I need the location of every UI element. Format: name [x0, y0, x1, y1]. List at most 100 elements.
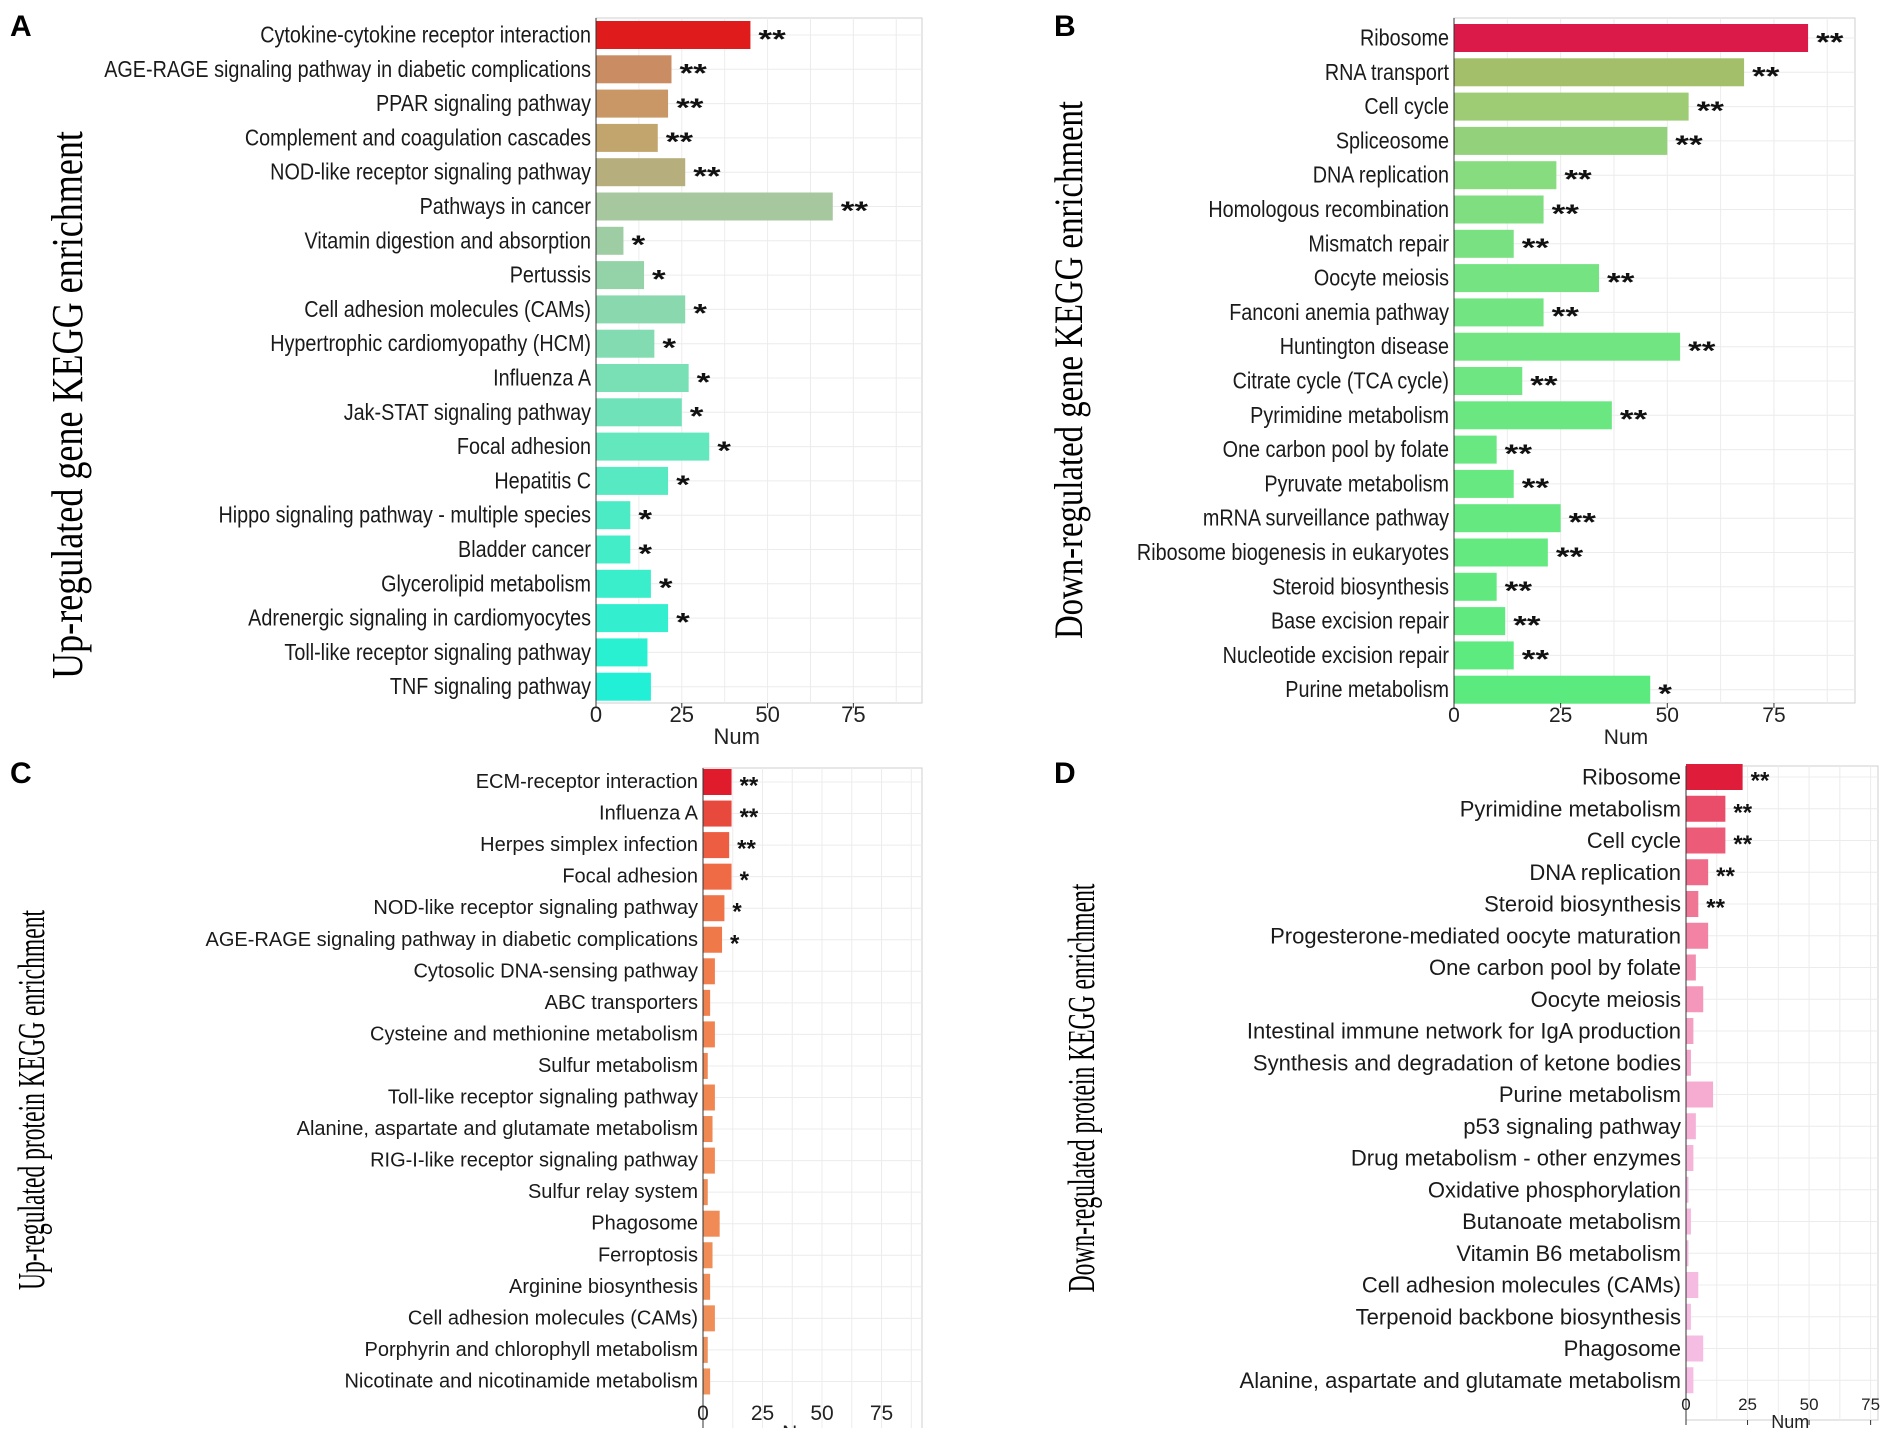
bar-intestinal-immune-network-for-iga-production	[1686, 1018, 1694, 1044]
significance-stars: **	[1556, 542, 1583, 571]
category-label: Steroid biosynthesis	[1272, 574, 1449, 600]
category-label: Phagosome	[1564, 1336, 1681, 1361]
category-label: Purine metabolism	[1499, 1082, 1681, 1107]
panel-c: ECM-receptor interaction **Influenza A **H…	[10, 757, 923, 1433]
category-label: Cell adhesion molecules (CAMs)	[1362, 1273, 1681, 1298]
bar-jak-stat-signaling-pathway	[596, 398, 682, 427]
category-label: RNA transport	[1325, 59, 1449, 85]
bar-cell-adhesion-molecules-cams	[596, 295, 686, 324]
bar-dna-replication	[1686, 859, 1709, 886]
bar-nicotinate-and-nicotinamide-metabolism	[703, 1368, 711, 1395]
significance-stars: **	[1620, 405, 1647, 434]
significance-stars: **	[1522, 233, 1549, 262]
bar-ribosome	[1686, 764, 1743, 790]
x-tick-label: 0	[697, 1402, 709, 1425]
bar-tnf-signaling-pathway	[596, 672, 651, 701]
bar-age-rage-signaling-pathway-in-diabetic-complications	[596, 55, 672, 84]
category-label: Nucleotide excision repair	[1223, 643, 1449, 669]
category-label: Alanine, aspartate and glutamate metabol…	[297, 1118, 698, 1140]
significance-stars: *	[638, 504, 652, 533]
y-axis-title: Up-regulated gene KEGG enrichment	[43, 131, 92, 679]
category-label: Focal adhesion	[562, 866, 698, 888]
significance-stars: **	[693, 161, 720, 190]
x-tick-label: 0	[1448, 704, 1460, 727]
category-label: Sulfur metabolism	[538, 1055, 698, 1077]
bar-influenza-a	[703, 800, 732, 827]
bar-influenza-a	[596, 364, 689, 392]
category-label: Terpenoid backbone biosynthesis	[1356, 1304, 1681, 1329]
panel-d: Ribosome ** Pyrimidine metabolism ** Cell cy…	[1054, 757, 1880, 1432]
category-label: Adrenergic signaling in cardiomyocytes	[248, 605, 591, 631]
category-label: Fanconi anemia pathway	[1229, 300, 1449, 326]
category-label: Cell adhesion molecules (CAMs)	[304, 297, 591, 323]
significance-stars: *	[697, 367, 711, 396]
x-tick-label: 25	[1738, 1395, 1757, 1414]
bar-age-rage-signaling-pathway-in-diabetic-complications	[703, 926, 723, 953]
significance-stars: **	[1675, 130, 1702, 159]
y-axis-title: Down-regulated protein KEGG enrichment	[1060, 883, 1102, 1292]
category-label: One carbon pool by folate	[1429, 955, 1681, 980]
panel-a: Cytokine-cytokine receptor interaction **…	[10, 10, 923, 749]
bar-toll-like-receptor-signaling-pathway	[703, 1084, 715, 1111]
bar-steroid-biosynthesis	[1454, 572, 1497, 601]
significance-stars: *	[1658, 679, 1672, 708]
category-label: Jak-STAT signaling pathway	[344, 399, 591, 425]
category-label: Ribosome biogenesis in eukaryotes	[1137, 540, 1449, 566]
category-label: Pertussis	[510, 262, 591, 288]
category-label: Toll-like receptor signaling pathway	[388, 1087, 698, 1109]
x-axis-title: Num	[1604, 726, 1648, 749]
significance-stars: *	[690, 402, 704, 431]
x-tick-label: 50	[755, 702, 779, 727]
category-label: Herpes simplex infection	[480, 834, 698, 856]
x-axis-title: Num	[1771, 1412, 1809, 1428]
bar-abc-transporters	[703, 989, 711, 1016]
bar-terpenoid-backbone-biosynthesis	[1686, 1303, 1691, 1330]
bar-dna-replication	[1454, 161, 1557, 190]
bar-spliceosome	[1454, 126, 1668, 155]
bar-rig-i-like-receptor-signaling-pathway	[703, 1147, 715, 1174]
bar-pyrimidine-metabolism	[1454, 401, 1612, 430]
category-label: One carbon pool by folate	[1223, 437, 1449, 463]
bar-mrna-surveillance-pathway	[1454, 504, 1561, 533]
category-label: Oocyte meiosis	[1531, 987, 1681, 1012]
significance-stars: **	[679, 59, 706, 88]
significance-stars: *	[740, 867, 750, 894]
panel-letter: B	[1054, 10, 1076, 43]
bar-cytosolic-dna-sensing-pathway	[703, 958, 715, 985]
category-label: PPAR signaling pathway	[376, 91, 591, 117]
bar-bladder-cancer	[596, 535, 631, 564]
bar-focal-adhesion	[703, 863, 732, 890]
category-label: Cytosolic DNA-sensing pathway	[413, 960, 698, 982]
significance-stars: **	[1564, 164, 1591, 193]
category-label: Ferroptosis	[598, 1244, 698, 1266]
category-label: Influenza A	[599, 803, 699, 825]
category-label: Cell adhesion molecules (CAMs)	[408, 1307, 698, 1329]
category-label: Base excision repair	[1271, 608, 1449, 634]
category-label: Toll-like receptor signaling pathway	[284, 640, 591, 666]
category-label: Vitamin digestion and absorption	[305, 228, 591, 254]
panel-letter: D	[1054, 757, 1076, 790]
category-label: ECM-receptor interaction	[476, 771, 698, 793]
significance-stars: **	[737, 836, 756, 863]
category-label: Mismatch repair	[1308, 231, 1449, 257]
category-label: Spliceosome	[1336, 128, 1449, 154]
category-label: Bladder cancer	[458, 537, 591, 563]
significance-stars: *	[676, 470, 690, 499]
category-label: Phagosome	[591, 1213, 698, 1235]
category-label: Pathways in cancer	[420, 194, 591, 220]
category-label: Ribosome	[1360, 25, 1449, 51]
bar-herpes-simplex-infection	[703, 832, 730, 859]
category-label: Cysteine and methionine metabolism	[370, 1023, 698, 1045]
category-label: AGE-RAGE signaling pathway in diabetic c…	[104, 56, 591, 82]
significance-stars: **	[1816, 27, 1843, 56]
significance-stars: **	[1697, 96, 1724, 125]
x-tick-label: 25	[751, 1402, 774, 1425]
bar-ribosome	[1454, 24, 1809, 52]
bar-butanoate-metabolism	[1686, 1208, 1691, 1235]
significance-stars: **	[1752, 62, 1779, 91]
bar-oxidative-phosphorylation	[1686, 1176, 1689, 1203]
bar-one-carbon-pool-by-folate	[1686, 954, 1696, 981]
bar-p53-signaling-pathway	[1686, 1113, 1696, 1140]
category-label: Pyrimidine metabolism	[1460, 796, 1681, 821]
significance-stars: **	[1607, 267, 1634, 296]
